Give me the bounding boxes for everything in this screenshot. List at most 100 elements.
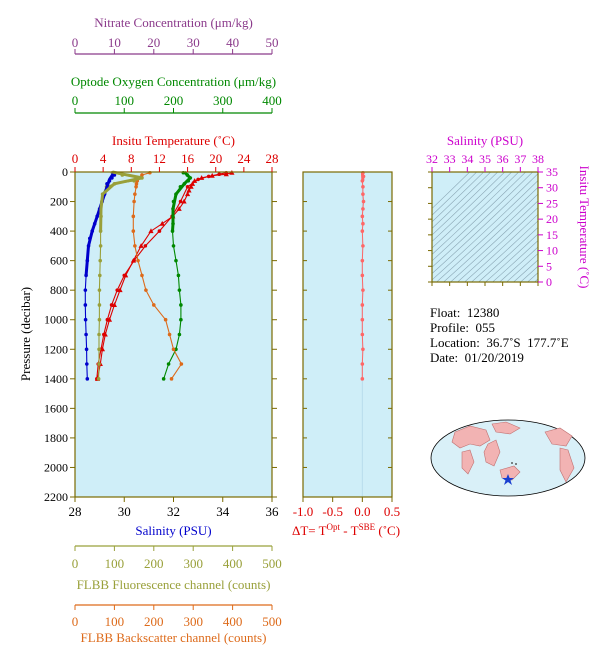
temperature-point <box>188 183 194 189</box>
nitrate-tick-label: 10 <box>108 35 121 50</box>
backscatter-point <box>131 214 136 219</box>
delta-point <box>361 192 365 196</box>
ts-density-contour <box>432 180 538 281</box>
pressure-tick-label: 1800 <box>44 431 68 445</box>
fluorescence-point <box>98 244 103 248</box>
backscatter-tick-label: 200 <box>144 614 164 629</box>
backscatter-point <box>140 273 144 278</box>
backscatter-point <box>171 347 176 352</box>
oxygen-point <box>176 273 181 278</box>
temperature-point <box>109 303 114 307</box>
salinity-tick-label: 30 <box>118 504 131 519</box>
salinity-point <box>84 347 89 352</box>
ts-density-contour <box>432 172 499 236</box>
ts-density-contour <box>432 172 527 262</box>
fluorescence-tick-label: 500 <box>262 556 282 571</box>
backscatter-tick-label: 400 <box>223 614 243 629</box>
ts-density-contour <box>443 193 538 282</box>
backscatter-tick-label: 500 <box>262 614 282 629</box>
pressure-tick-label: 400 <box>50 224 68 238</box>
ts-salinity-tick-label: 38 <box>532 152 544 166</box>
backscatter-point <box>136 258 140 263</box>
temperature-tick-label: 24 <box>237 151 251 166</box>
fluorescence-point <box>97 347 101 352</box>
oxygen-point <box>161 377 166 381</box>
backscatter-point <box>167 332 172 337</box>
map-landmass <box>499 465 521 481</box>
ts-temperature-tick-label: 5 <box>546 259 552 273</box>
fluorescence-point <box>98 258 103 263</box>
backscatter-tick-label: 100 <box>105 614 125 629</box>
temperature-point <box>157 229 162 233</box>
backscatter-tick-label: 300 <box>183 614 203 629</box>
ts-salinity-tick-label: 33 <box>444 152 456 166</box>
ts-density-contour <box>450 200 538 282</box>
delta-point <box>360 332 365 337</box>
temperature-point <box>122 273 127 278</box>
salinity-point <box>84 332 88 337</box>
fluorescence-axis-title: FLBB Fluorescence channel (counts) <box>77 577 271 592</box>
temperature-point <box>181 198 187 204</box>
delta-point <box>360 179 365 183</box>
fluorescence-surface-profile <box>99 170 143 232</box>
nitrate-tick-label: 40 <box>226 35 239 50</box>
temperature-point <box>206 174 211 179</box>
oxygen-point <box>171 244 176 248</box>
temperature-point <box>192 178 198 183</box>
temperature-point <box>159 220 165 226</box>
map-landmass <box>491 421 521 435</box>
ts-salinity-tick-label: 36 <box>497 152 509 166</box>
temperature-axis-title: Insitu Temperature (˚C) <box>112 133 235 148</box>
ts-temperature-tick-label: 20 <box>546 212 558 226</box>
delta-point <box>360 377 365 381</box>
pressure-tick-label: 1600 <box>44 401 68 415</box>
pressure-tick-label: 1000 <box>44 313 68 327</box>
delta-x-tick-label: 0.0 <box>354 504 370 519</box>
fluorescence-point <box>97 317 102 322</box>
ts-density-contour <box>432 172 506 242</box>
fluorescence-point <box>97 288 102 292</box>
float-info-box: Float: 12380 Profile: 055 Location: 36.7… <box>430 305 569 365</box>
delta-point <box>360 229 365 233</box>
ts-salinity-tick-label: 35 <box>479 152 491 166</box>
ts-density-contour <box>432 172 492 229</box>
ts-density-contour <box>457 207 538 282</box>
oxygen-point <box>179 303 183 307</box>
delta-point <box>361 347 365 352</box>
pressure-tick-label: 0 <box>62 165 68 179</box>
salinity-tick-label: 36 <box>266 504 280 519</box>
delta-plot-area <box>303 172 392 497</box>
backscatter-tick-label: 0 <box>72 614 79 629</box>
fluorescence-point <box>98 273 102 278</box>
backscatter-point <box>152 303 156 307</box>
ts-temperature-tick-label: 35 <box>546 165 558 179</box>
oxygen-axis-title: Optode Oxygen Concentration (μm/kg) <box>71 74 276 89</box>
temperature-tick-label: 0 <box>72 151 79 166</box>
backscatter-point <box>134 184 138 189</box>
pressure-tick-label: 1400 <box>44 372 68 386</box>
temperature-point <box>143 244 148 248</box>
fluorescence-point <box>97 362 101 366</box>
salinity-point <box>83 288 88 292</box>
delta-x-tick-label: 0.5 <box>384 504 400 519</box>
world-map <box>430 419 586 497</box>
ts-density-contour <box>432 172 534 268</box>
oxygen-tick-label: 300 <box>213 93 233 108</box>
temperature-point <box>105 317 110 322</box>
ts-density-contour <box>464 213 538 282</box>
oxygen-tick-label: 200 <box>164 93 184 108</box>
delta-axis-title: ΔT= TOpt - TSBE (˚C) <box>292 522 400 538</box>
fluorescence-point <box>97 303 102 307</box>
temperature-tick-label: 20 <box>209 151 222 166</box>
oxygen-tick-label: 100 <box>115 93 135 108</box>
salinity-point <box>83 303 88 307</box>
oxygen-point <box>174 347 178 352</box>
delta-point <box>361 288 365 292</box>
map-landmass <box>461 449 475 475</box>
pressure-axis-label: Pressure (decibar) <box>18 287 33 381</box>
salinity-surface-profile <box>84 171 116 276</box>
temperature-series-line-1 <box>96 172 227 379</box>
delta-point <box>361 184 365 189</box>
ts-density-contour <box>471 220 538 282</box>
delta-point <box>361 221 365 226</box>
